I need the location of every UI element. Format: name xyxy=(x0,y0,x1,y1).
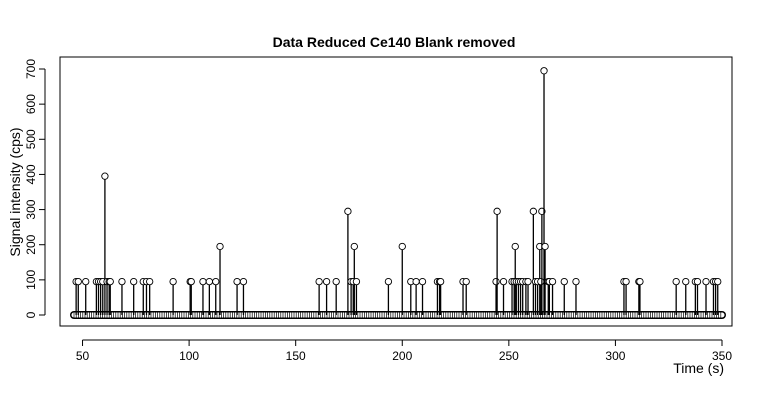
chart-title: Data Reduced Ce140 Blank removed xyxy=(273,34,516,50)
data-point xyxy=(537,277,545,286)
data-point xyxy=(344,207,352,215)
chart-axes: 50 100 150 200 250 300 350 0 100 200 300 400 500 600 7… xyxy=(24,59,732,363)
data-point xyxy=(82,277,90,286)
data-point xyxy=(672,277,680,286)
y-tick-label: 100 xyxy=(24,270,38,290)
data-point xyxy=(693,277,702,286)
plot-area-frame xyxy=(59,56,733,327)
data-point xyxy=(436,277,445,286)
data-point xyxy=(118,277,126,286)
data-point xyxy=(101,172,109,180)
data-point xyxy=(524,277,532,286)
data-point xyxy=(412,277,420,286)
data-point xyxy=(216,242,224,251)
data-point xyxy=(529,207,538,215)
data-point xyxy=(384,277,393,286)
data-point xyxy=(332,277,340,286)
x-tick-label: 100 xyxy=(179,349,199,363)
data-point xyxy=(702,277,710,286)
x-tick-label: 250 xyxy=(499,349,519,363)
data-point xyxy=(322,277,331,286)
x-tick-label: 300 xyxy=(605,349,625,363)
data-point xyxy=(169,277,177,286)
data-point xyxy=(493,207,501,215)
data-point xyxy=(492,277,500,286)
y-tick-label: 0 xyxy=(24,311,38,318)
data-point xyxy=(212,277,220,286)
data-point xyxy=(622,277,630,286)
data-point xyxy=(239,277,248,286)
y-tick-label: 300 xyxy=(24,199,38,219)
y-tick-label: 200 xyxy=(24,234,38,254)
x-tick-label: 150 xyxy=(286,349,306,363)
data-point xyxy=(462,277,470,286)
data-point xyxy=(541,242,549,251)
y-tick-label: 400 xyxy=(24,164,38,184)
data-point xyxy=(560,277,568,286)
data-point xyxy=(548,277,557,286)
y-tick-label: 700 xyxy=(24,59,38,79)
data-point xyxy=(352,277,361,286)
data-point xyxy=(130,277,138,286)
data-point xyxy=(418,277,427,286)
data-point xyxy=(499,277,508,286)
data-point xyxy=(714,277,722,286)
data-point xyxy=(233,277,241,286)
data-point xyxy=(636,277,644,286)
data-point xyxy=(540,67,548,75)
chart-marks xyxy=(70,67,726,319)
x-axis-title: Time (s) xyxy=(673,360,724,376)
y-tick-label: 600 xyxy=(24,94,38,114)
data-point xyxy=(511,242,519,251)
data-point xyxy=(572,277,580,286)
y-axis-title: Signal intensity (cps) xyxy=(7,127,23,256)
x-tick-label: 350 xyxy=(712,349,732,363)
data-point xyxy=(315,277,323,286)
data-point xyxy=(199,277,207,286)
data-point xyxy=(682,277,690,286)
x-tick-label: 50 xyxy=(76,349,90,363)
x-tick-label: 200 xyxy=(392,349,412,363)
data-point xyxy=(350,242,358,251)
data-point xyxy=(146,277,154,286)
data-point xyxy=(398,242,406,251)
data-point xyxy=(74,277,82,286)
data-point xyxy=(106,277,114,286)
data-point xyxy=(205,277,214,286)
y-tick-label: 500 xyxy=(24,129,38,149)
data-point xyxy=(187,277,195,286)
